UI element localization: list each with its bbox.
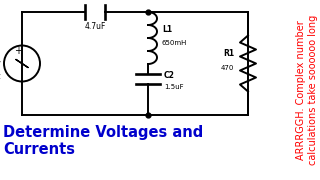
Text: R1: R1: [223, 49, 234, 58]
Text: C1: C1: [89, 0, 101, 2]
Text: +: +: [14, 46, 22, 55]
Text: L1: L1: [162, 26, 172, 35]
Text: 650mH: 650mH: [162, 40, 188, 46]
Text: Determine Voltages and
Currents: Determine Voltages and Currents: [3, 125, 203, 157]
Text: 1.5uF: 1.5uF: [164, 84, 184, 90]
Text: C2: C2: [164, 71, 175, 80]
Text: 4.7uF: 4.7uF: [84, 22, 106, 31]
Text: 470: 470: [220, 64, 234, 71]
Text: Vsrc: Vsrc: [0, 49, 1, 58]
Text: ARRRGGH. Complex number
calculations take soooooo long: ARRRGGH. Complex number calculations tak…: [296, 15, 318, 165]
Text: 60Hz: 60Hz: [0, 72, 1, 81]
Text: 120V: 120V: [0, 61, 1, 70]
